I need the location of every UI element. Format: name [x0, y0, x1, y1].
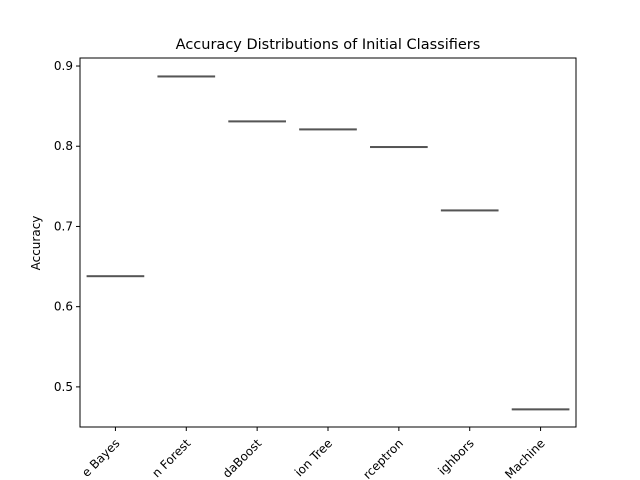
x-tick-label: daBoost: [220, 436, 265, 480]
x-tick-label: e Bayes: [79, 436, 123, 480]
y-tick-label: 0.8: [54, 139, 73, 153]
y-tick-label: 0.9: [54, 59, 73, 73]
x-tick-label: ion Tree: [292, 436, 335, 479]
plot-frame: [79, 57, 577, 428]
y-axis-label: Accuracy: [29, 216, 43, 271]
x-tick-label: Machine: [502, 436, 547, 480]
chart-title: Accuracy Distributions of Initial Classi…: [176, 37, 481, 53]
x-axis-ticks: e Bayes n Forest daBoost ion Tree rceptron ig…: [79, 427, 548, 480]
y-tick-label: 0.6: [54, 300, 73, 314]
box-series: [86, 75, 570, 411]
y-tick-label: 0.5: [54, 380, 73, 394]
x-tick-label: ighbors: [435, 436, 477, 478]
y-axis-ticks: 0.5 0.6 0.7 0.8 0.9: [54, 59, 80, 394]
x-tick-label: rceptron: [360, 436, 406, 480]
x-tick-label: n Forest: [149, 436, 193, 480]
y-tick-label: 0.7: [54, 219, 73, 233]
